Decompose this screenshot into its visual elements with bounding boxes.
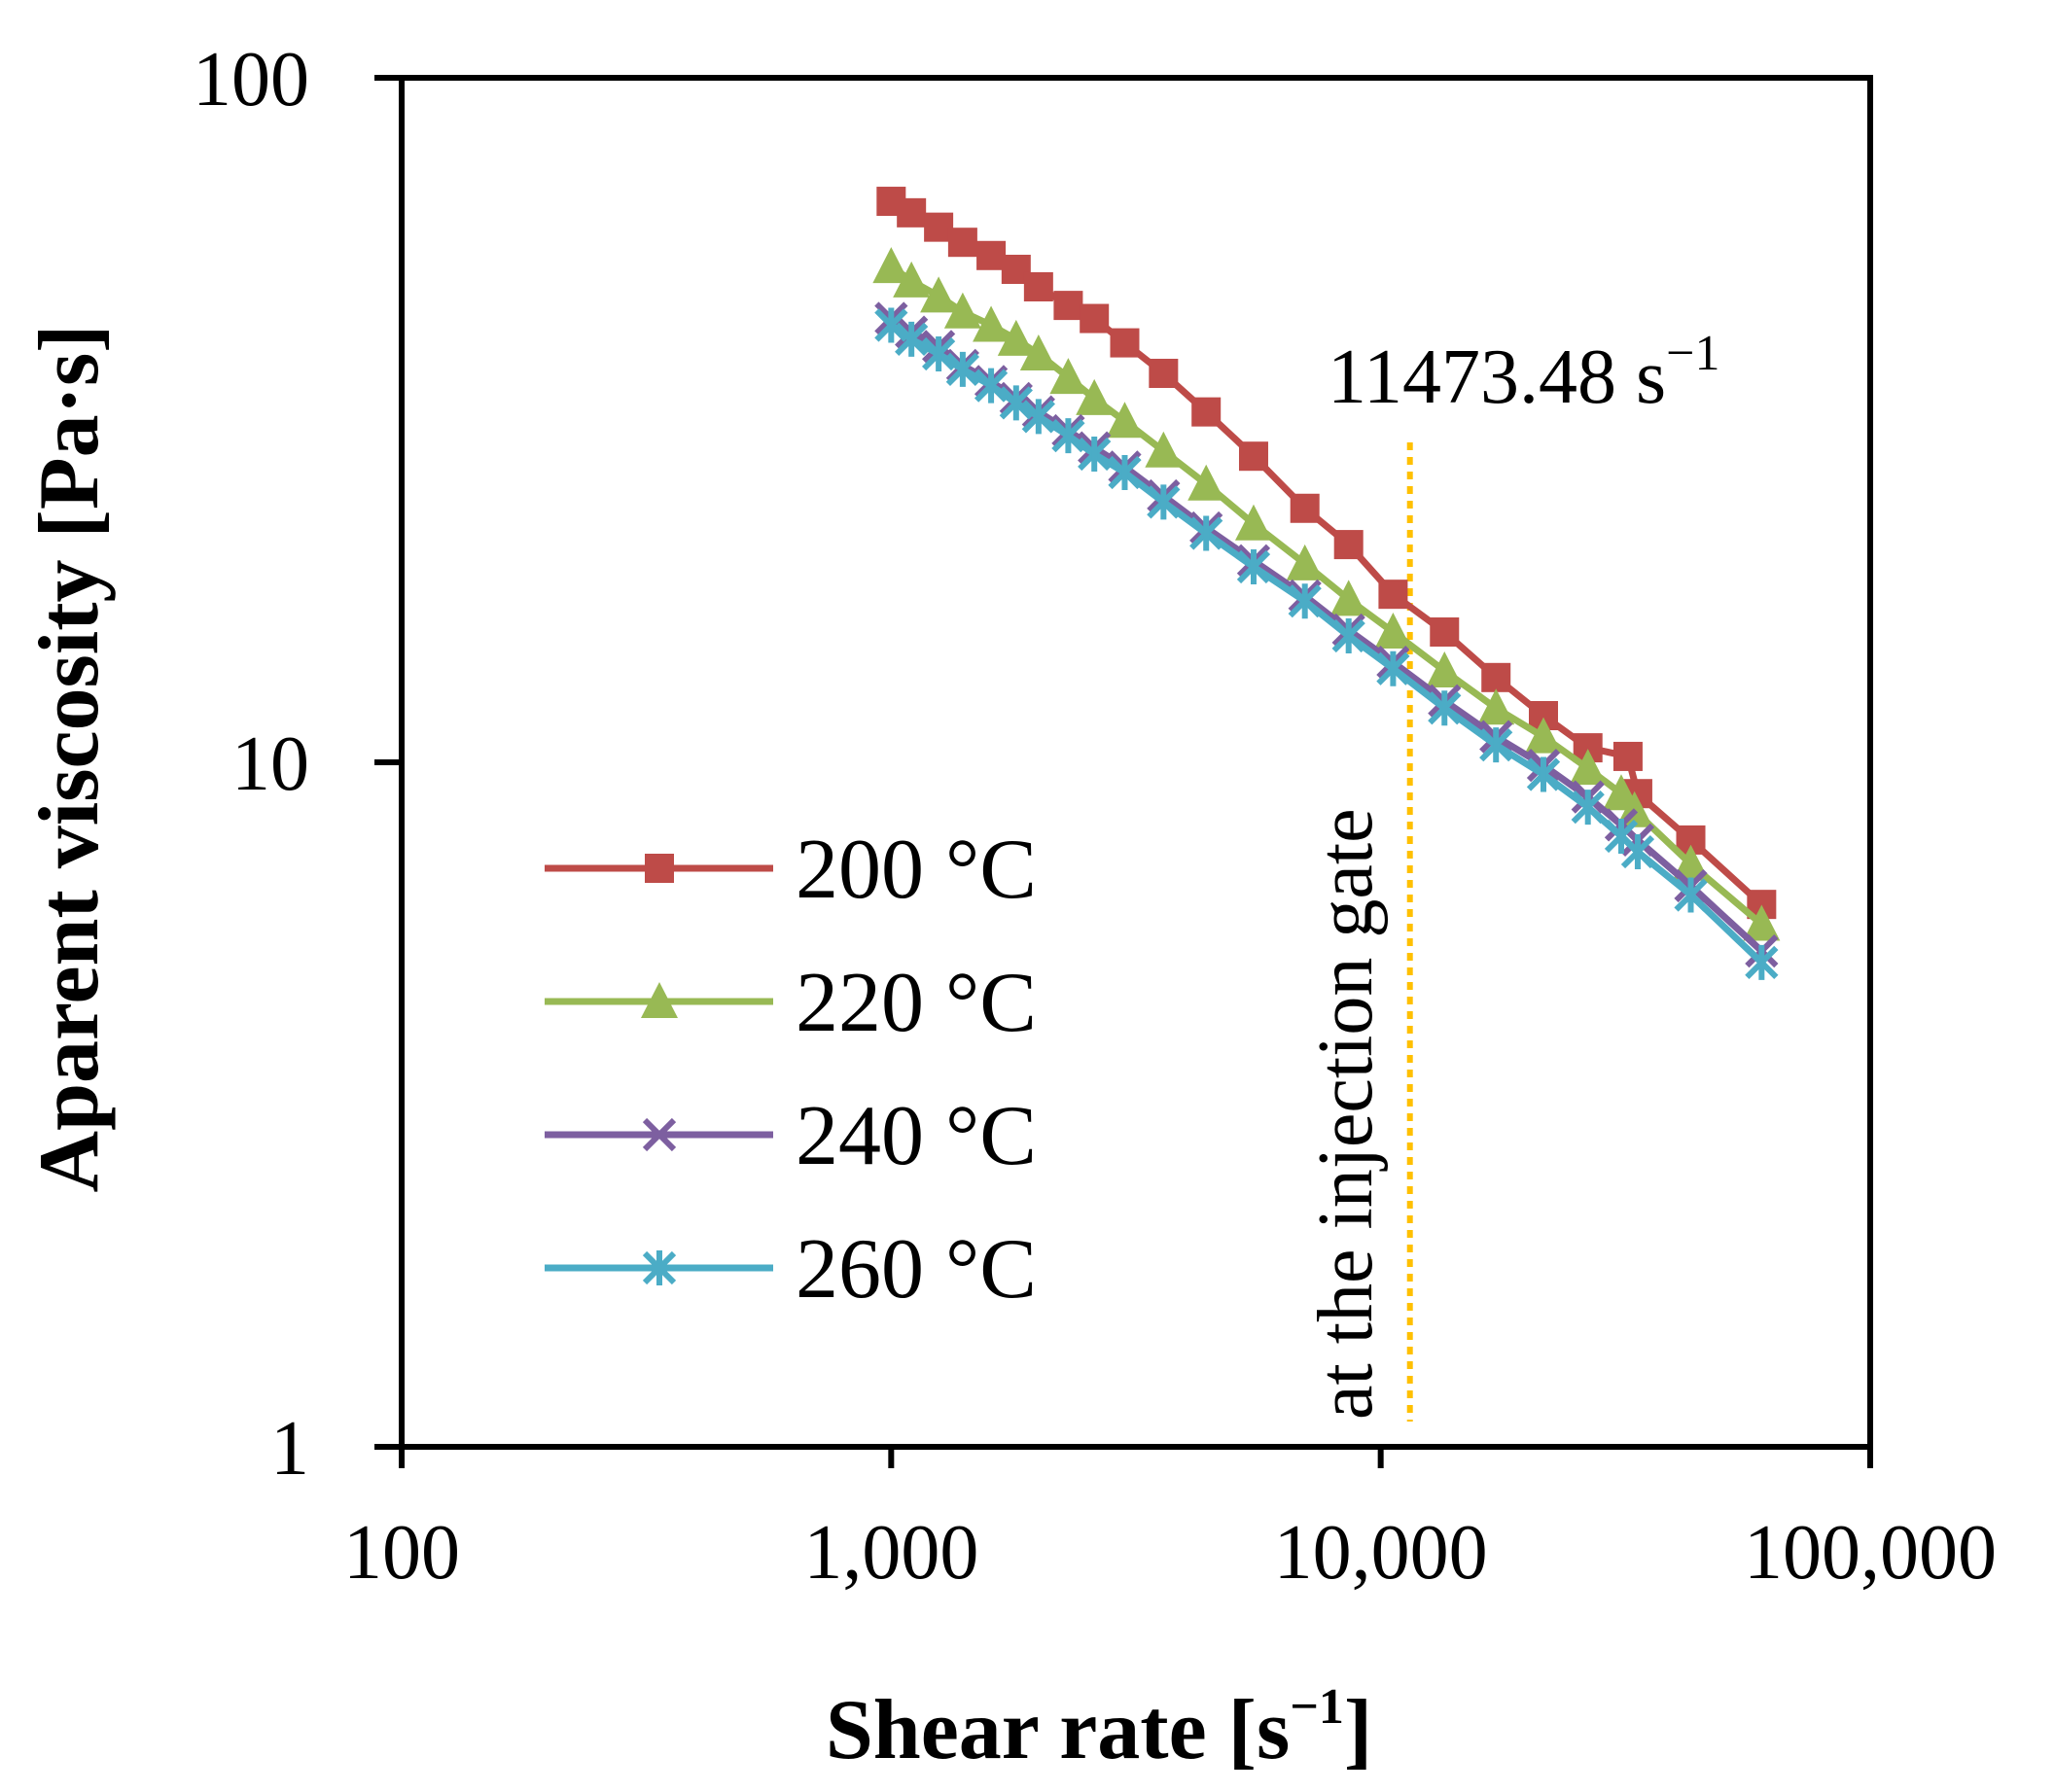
data-point bbox=[1571, 790, 1605, 826]
y-axis-ticks: 1 10 100 bbox=[193, 37, 402, 1492]
data-point bbox=[1191, 397, 1222, 427]
x-tick-label: 10,000 bbox=[1274, 1510, 1488, 1596]
data-point bbox=[893, 261, 931, 298]
data-point bbox=[1290, 493, 1320, 523]
data-point bbox=[874, 307, 908, 343]
legend-label: 260 °C bbox=[796, 1222, 1037, 1317]
series-260C bbox=[874, 307, 1779, 980]
data-point bbox=[921, 335, 956, 371]
data-point bbox=[1187, 464, 1225, 501]
legend-marker bbox=[641, 982, 678, 1018]
legend-label: 200 °C bbox=[796, 823, 1037, 917]
data-point bbox=[1329, 580, 1367, 616]
data-point bbox=[1108, 455, 1142, 491]
data-point bbox=[1021, 399, 1055, 435]
y-tick-label: 100 bbox=[193, 37, 309, 123]
legend-item: 260 °C bbox=[545, 1222, 1037, 1317]
data-point bbox=[974, 368, 1009, 404]
data-point bbox=[1053, 291, 1083, 321]
data-point bbox=[1286, 544, 1324, 580]
data-point bbox=[1672, 844, 1710, 881]
data-point bbox=[1569, 749, 1607, 786]
data-point bbox=[1236, 548, 1271, 584]
data-point bbox=[1428, 690, 1462, 726]
data-point bbox=[1524, 717, 1562, 754]
y-axis-title: Aparent viscosity [Pa·s] bbox=[22, 325, 117, 1193]
series-layer bbox=[872, 187, 1781, 980]
data-point bbox=[1612, 741, 1643, 771]
data-point bbox=[943, 292, 981, 329]
legend-marker bbox=[642, 1117, 677, 1152]
data-point bbox=[1674, 877, 1708, 913]
data-point bbox=[1106, 402, 1144, 439]
data-point bbox=[1477, 688, 1515, 725]
y-tick-label: 10 bbox=[231, 721, 309, 807]
data-point bbox=[1376, 650, 1410, 686]
data-point bbox=[947, 228, 977, 258]
legend-item: 200 °C bbox=[545, 823, 1037, 917]
data-point bbox=[1526, 756, 1561, 792]
data-point bbox=[1051, 418, 1085, 454]
legend-marker bbox=[645, 854, 674, 883]
x-tick-label: 100,000 bbox=[1744, 1510, 1997, 1596]
data-point bbox=[1479, 727, 1513, 763]
data-point bbox=[976, 240, 1007, 270]
plot-area bbox=[399, 75, 1873, 1450]
data-point bbox=[897, 197, 927, 228]
x-tick-label: 1,000 bbox=[803, 1510, 978, 1596]
legend-item: 220 °C bbox=[545, 956, 1037, 1050]
data-point bbox=[1430, 617, 1460, 648]
data-point bbox=[1374, 613, 1412, 650]
data-point bbox=[973, 305, 1010, 342]
data-point bbox=[1238, 441, 1268, 472]
data-point bbox=[1080, 303, 1110, 334]
data-point bbox=[1481, 662, 1511, 692]
data-point bbox=[1333, 530, 1364, 560]
series-200C bbox=[876, 187, 1777, 920]
legend: 200 °C 220 °C 240 °C 260 °C bbox=[545, 823, 1037, 1317]
data-point bbox=[1149, 358, 1179, 388]
data-point bbox=[895, 321, 929, 357]
data-point bbox=[1078, 437, 1112, 473]
data-point bbox=[1378, 580, 1408, 610]
reference-vertical-label: at the injection gate bbox=[1303, 808, 1389, 1420]
x-axis-title: Shear rate [s−1] bbox=[826, 1679, 1372, 1777]
x-tick-label: 100 bbox=[343, 1510, 460, 1596]
data-point bbox=[945, 351, 980, 387]
data-point bbox=[1745, 944, 1779, 980]
y-tick-label: 1 bbox=[270, 1406, 309, 1492]
legend-label: 240 °C bbox=[796, 1089, 1037, 1183]
data-point bbox=[1019, 334, 1057, 370]
data-point bbox=[1620, 834, 1655, 870]
series-220C bbox=[872, 247, 1781, 941]
data-point bbox=[1426, 650, 1464, 687]
data-point bbox=[999, 385, 1033, 421]
x-axis-ticks: 100 1,000 10,000 100,000 bbox=[343, 1447, 1997, 1596]
data-point bbox=[997, 319, 1035, 356]
data-point bbox=[1145, 431, 1183, 468]
data-point bbox=[1076, 378, 1114, 415]
data-point bbox=[1288, 583, 1322, 619]
data-point bbox=[1147, 484, 1181, 520]
data-point bbox=[1049, 358, 1087, 395]
legend-item: 240 °C bbox=[545, 1089, 1037, 1183]
data-point bbox=[1110, 328, 1140, 358]
data-point bbox=[1331, 617, 1365, 653]
data-point bbox=[1743, 904, 1781, 941]
reference-value-label: 11473.48 s−1 bbox=[1328, 326, 1720, 420]
data-point bbox=[1234, 504, 1272, 541]
legend-label: 220 °C bbox=[796, 956, 1037, 1050]
data-point bbox=[1189, 515, 1223, 551]
data-point bbox=[872, 247, 910, 284]
data-point bbox=[1023, 271, 1053, 301]
legend-marker bbox=[642, 1250, 677, 1285]
data-point bbox=[920, 276, 958, 313]
